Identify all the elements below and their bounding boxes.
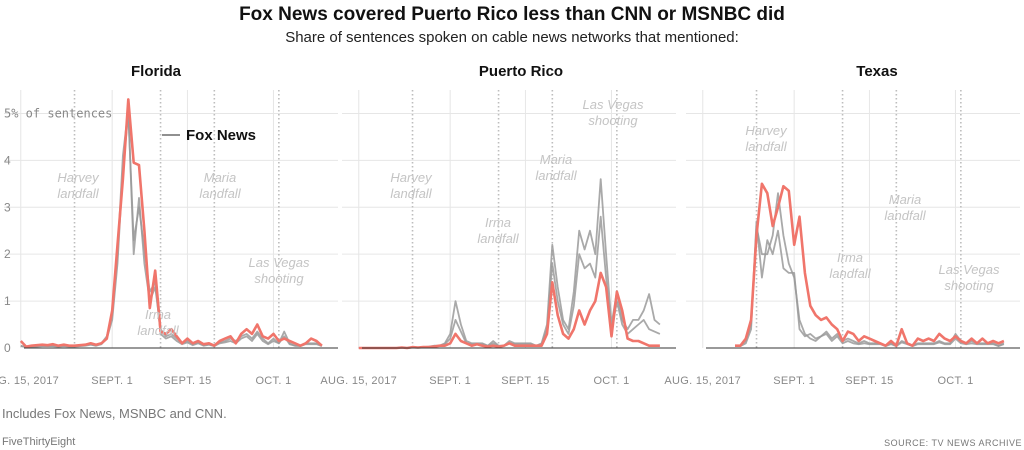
series-line-fox-news [358,271,660,350]
event-annotation-line: landfall [390,186,432,201]
panel-title: Florida [131,63,182,80]
series-line-other [735,192,1005,348]
event-annotation-line: Harvey [390,170,433,185]
x-tick-label: OCT. 1 [255,375,291,387]
y-unit-label: 5% of sentences [4,106,112,120]
event-annotation-line: Irma [485,215,511,230]
chart-panels: Florida 0 1 2 3 4 5% of sentences AUG. 15, 2017… [0,63,1020,387]
event-annotation-line: Maria [540,152,573,167]
event-annotation-line: landfall [137,323,179,338]
event-annotation-line: shooting [254,271,304,286]
event-annotation-line: Maria [889,192,922,207]
series-line-other [358,178,661,349]
event-annotation: Las Vegas shooting [249,255,310,286]
event-annotation-line: Harvey [745,123,788,138]
x-tick-label: OCT. 1 [593,375,629,387]
panel-title: Texas [856,63,897,80]
x-tick-label: SEPT. 1 [773,375,815,387]
event-annotation-line: Las Vegas [939,262,1000,277]
x-tick-label: AUG. 15, 2017 [664,375,741,387]
chart-subtitle: Share of sentences spoken on cable news … [285,29,739,46]
event-annotation: Maria landfall [884,192,926,223]
event-annotation: Las Vegas shooting [939,262,1000,293]
series-line-fox-news [735,182,1005,348]
event-annotation-line: landfall [477,231,519,246]
event-annotation-line: Irma [837,250,863,265]
source-credit: SOURCE: TV NEWS ARCHIVE [884,438,1022,448]
y-tick-label: 3 [4,200,11,214]
event-annotation-line: shooting [944,278,994,293]
event-annotation-line: Las Vegas [249,255,310,270]
event-annotation-line: landfall [745,139,787,154]
event-annotation: Irma landfall [137,307,179,338]
event-annotation-line: Harvey [57,170,100,185]
event-annotation-line: landfall [57,186,99,201]
event-annotation: Harvey landfall [745,123,788,154]
event-annotation: Irma landfall [829,250,871,281]
event-annotation: Maria landfall [535,152,577,183]
chart-panel-florida: Florida 0 1 2 3 4 5% of sentences AUG. 15, 2017… [0,63,338,387]
y-tick-label: 2 [4,247,11,261]
series-line-other [20,107,323,349]
brand-credit: FiveThirtyEight [2,436,76,448]
event-annotation-line: Las Vegas [583,97,644,112]
event-annotation-line: Irma [145,307,171,322]
footnote: Includes Fox News, MSNBC and CNN. [2,406,227,421]
event-annotation-line: Maria [204,170,237,185]
fox-news-callout: Fox News [186,127,256,144]
event-annotation: Harvey landfall [390,170,433,201]
x-tick-label: AUG. 15, 2017 [0,375,59,387]
chart-panel-texas: Texas AUG. 15, 2017 SEPT. 1 SEPT. 15 OCT. 1 H… [664,63,1020,387]
x-tick-label: SEPT. 15 [845,375,893,387]
event-annotation: Harvey landfall [57,170,100,201]
event-annotation-line: landfall [884,208,926,223]
series-line-other [20,112,323,349]
chart-title: Fox News covered Puerto Rico less than C… [239,4,785,25]
series-line-fox-news [19,98,323,348]
x-tick-label: SEPT. 1 [429,375,471,387]
event-annotation: Irma landfall [477,215,519,246]
chart-panel-puerto-rico: Puerto Rico AUG. 15, 2017 SEPT. 1 SEPT. 15 O… [320,63,676,387]
panel-title: Puerto Rico [479,63,563,80]
x-tick-label: SEPT. 1 [91,375,133,387]
y-tick-label: 0 [4,341,11,355]
x-tick-label: OCT. 1 [937,375,973,387]
event-annotation-line: landfall [535,168,577,183]
event-annotation: Las Vegas shooting [583,97,644,128]
event-annotation-line: landfall [199,186,241,201]
event-annotation: Maria landfall [199,170,241,201]
y-tick-label: 4 [4,153,11,167]
x-tick-label: SEPT. 15 [501,375,549,387]
y-tick-label: 1 [4,294,11,308]
event-annotation-line: landfall [829,266,871,281]
x-tick-label: SEPT. 15 [163,375,211,387]
x-tick-label: AUG. 15, 2017 [320,375,397,387]
event-annotation-line: shooting [588,113,638,128]
